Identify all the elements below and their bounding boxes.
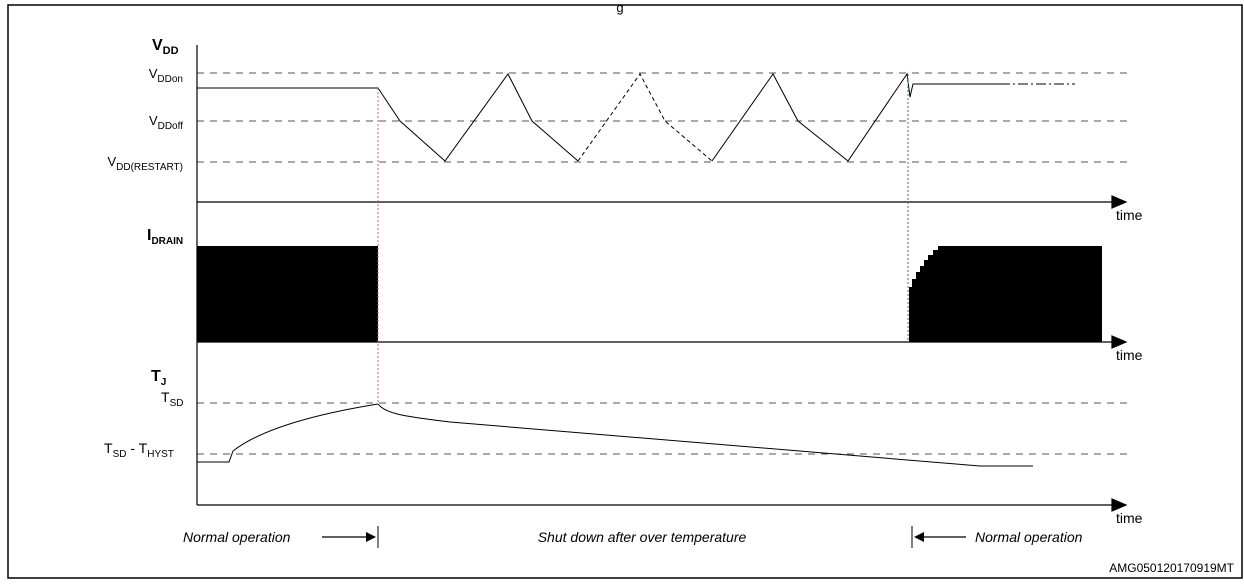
vdd-waveform-solid-1: [197, 73, 579, 162]
phase-right-caption: Normal operation: [975, 529, 1083, 545]
phase-right-arrowhead: [914, 532, 924, 542]
idrain-axis-arrow: [1111, 335, 1128, 349]
diagram-border: [7, 4, 1243, 579]
vdd-waveform-solid-2: [711, 72, 1000, 162]
vddoff-label: VDDoff: [149, 113, 183, 132]
idrain-signal-label: IDRAIN: [147, 227, 183, 247]
vdd-signal-label: VDD: [152, 37, 179, 57]
idrain-normal-block-right: [909, 246, 1102, 342]
vdd-waveform-dashed: [577, 73, 713, 162]
tj-cooling-curve: [377, 403, 1033, 467]
tj-heating-curve: [197, 403, 379, 463]
phase-middle-caption: Shut down after over temperature: [538, 529, 747, 545]
tj-waveform: [197, 403, 1033, 467]
tsd-label: TSD: [161, 389, 183, 409]
vddon-label: VDDon: [149, 66, 183, 85]
vdd-waveform: [197, 72, 1075, 162]
time-label-vdd: time: [1116, 207, 1143, 223]
tj-signal-label: TJ: [151, 368, 166, 388]
time-axes: [197, 195, 1128, 512]
phase-left-arrowhead: [366, 532, 376, 542]
figure-code: AMG050120170919MT: [1109, 561, 1234, 575]
time-label-tj: time: [1116, 510, 1143, 526]
phase-left-caption: Normal operation: [183, 529, 291, 545]
vdd-axis-arrow: [1111, 195, 1128, 209]
header-fragment: g: [616, 0, 623, 15]
tj-axis-arrow: [1111, 498, 1128, 512]
idrain-normal-block-left: [197, 246, 378, 342]
vddrestart-label: VDD(RESTART): [107, 154, 183, 173]
tsd-thyst-label: TSD - THYST: [104, 440, 174, 460]
time-label-idrain: time: [1116, 347, 1143, 363]
